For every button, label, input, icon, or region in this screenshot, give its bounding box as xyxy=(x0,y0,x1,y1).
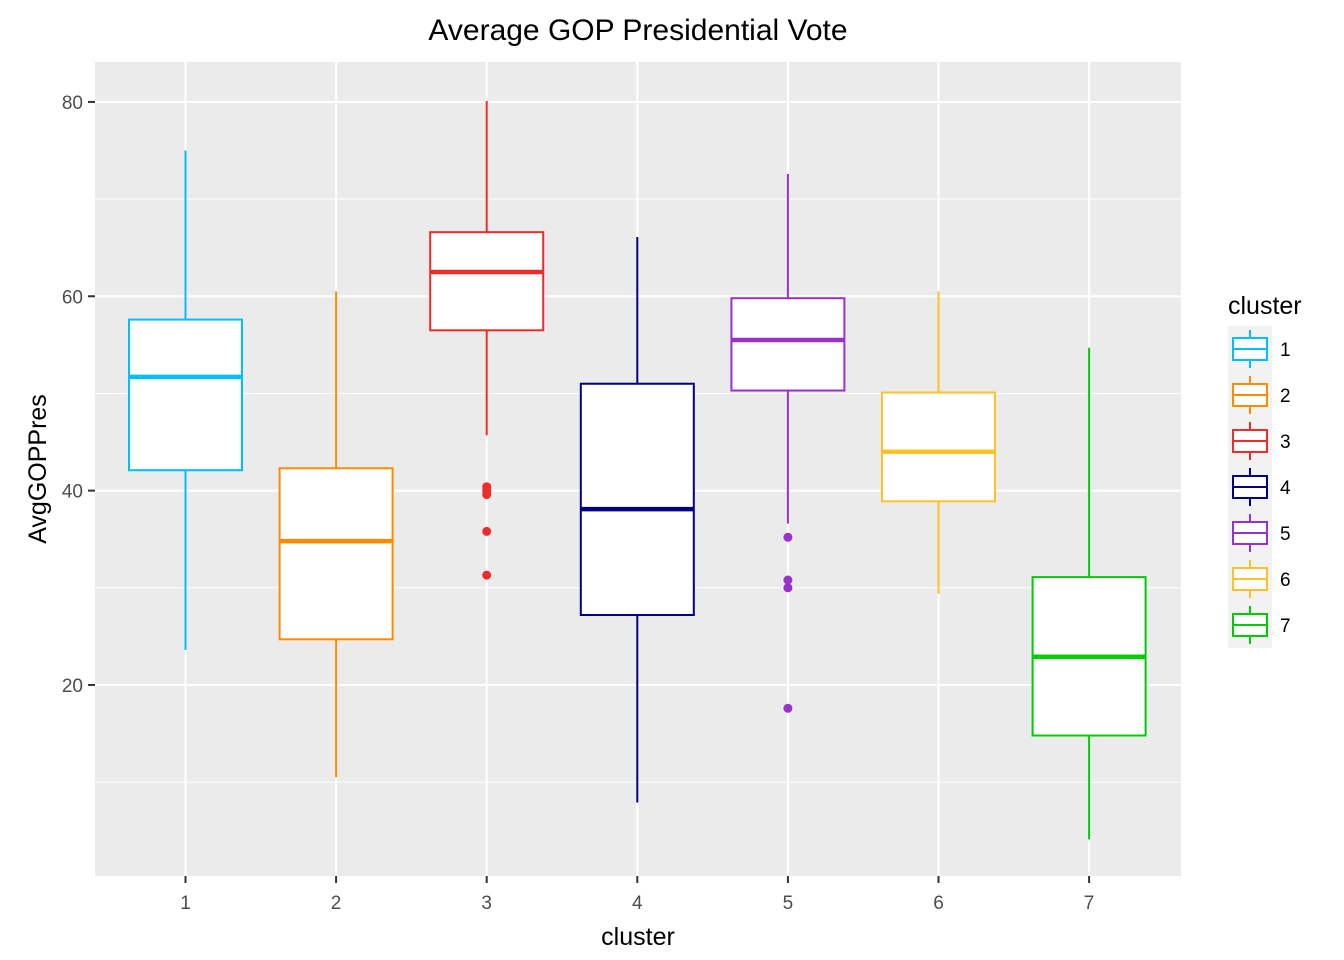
legend-entry-7: 7 xyxy=(1228,602,1291,648)
x-tick-label-7: 7 xyxy=(1084,893,1095,914)
x-axis: 1 2 3 4 5 6 7 xyxy=(180,876,1094,914)
outlier-5-4 xyxy=(783,703,793,713)
legend-label-1: 1 xyxy=(1280,340,1291,361)
box-cluster-7 xyxy=(1031,347,1147,840)
legend-label-5: 5 xyxy=(1280,524,1291,545)
box-cluster-5 xyxy=(730,173,846,713)
legend-entry-4: 4 xyxy=(1228,464,1291,510)
box-2 xyxy=(278,467,394,641)
chart-title: Average GOP Presidential Vote xyxy=(428,14,847,47)
outlier-3-5 xyxy=(482,570,492,580)
y-tick-label-40: 40 xyxy=(62,482,83,503)
legend-entry-3: 3 xyxy=(1228,418,1291,464)
box-4 xyxy=(579,382,695,616)
box-cluster-1 xyxy=(128,150,243,650)
outlier-5-3 xyxy=(783,583,793,593)
box-3 xyxy=(429,231,545,332)
x-tick-label-5: 5 xyxy=(783,893,794,914)
x-tick-label-2: 2 xyxy=(331,893,342,914)
legend-entry-1: 1 xyxy=(1228,326,1291,372)
x-tick-label-4: 4 xyxy=(632,893,643,914)
box-5 xyxy=(730,297,846,392)
x-tick-label-1: 1 xyxy=(180,893,191,914)
legend-entry-6: 6 xyxy=(1228,556,1291,602)
boxes xyxy=(128,100,1147,840)
legend-label-2: 2 xyxy=(1280,386,1291,407)
legend-entry-5: 5 xyxy=(1228,510,1291,556)
legend-title: cluster xyxy=(1228,292,1302,320)
y-tick-label-80: 80 xyxy=(62,93,83,114)
box-cluster-2 xyxy=(278,291,394,778)
y-axis: 20 40 60 80 xyxy=(62,93,95,697)
box-cluster-3 xyxy=(429,100,545,580)
box-cluster-4 xyxy=(579,237,695,803)
outlier-5-1 xyxy=(783,532,793,542)
box-1 xyxy=(128,318,243,472)
y-tick-label-60: 60 xyxy=(62,287,83,308)
legend-label-4: 4 xyxy=(1280,478,1291,499)
outlier-3-4 xyxy=(482,526,492,536)
outlier-5-2 xyxy=(783,575,793,585)
legend-label-7: 7 xyxy=(1280,616,1291,637)
legend: cluster 1 2 3 4 5 6 7 xyxy=(1228,292,1302,648)
legend-label-6: 6 xyxy=(1280,570,1291,591)
outlier-3-3 xyxy=(482,490,492,500)
x-tick-label-3: 3 xyxy=(481,893,492,914)
y-axis-title: AvgGOPPres xyxy=(24,394,52,544)
y-tick-label-20: 20 xyxy=(62,676,83,697)
legend-label-3: 3 xyxy=(1280,432,1291,453)
legend-entry-2: 2 xyxy=(1228,372,1291,418)
box-6 xyxy=(881,391,996,503)
box-cluster-6 xyxy=(881,291,996,594)
x-tick-label-6: 6 xyxy=(933,893,944,914)
x-axis-title: cluster xyxy=(601,923,675,951)
